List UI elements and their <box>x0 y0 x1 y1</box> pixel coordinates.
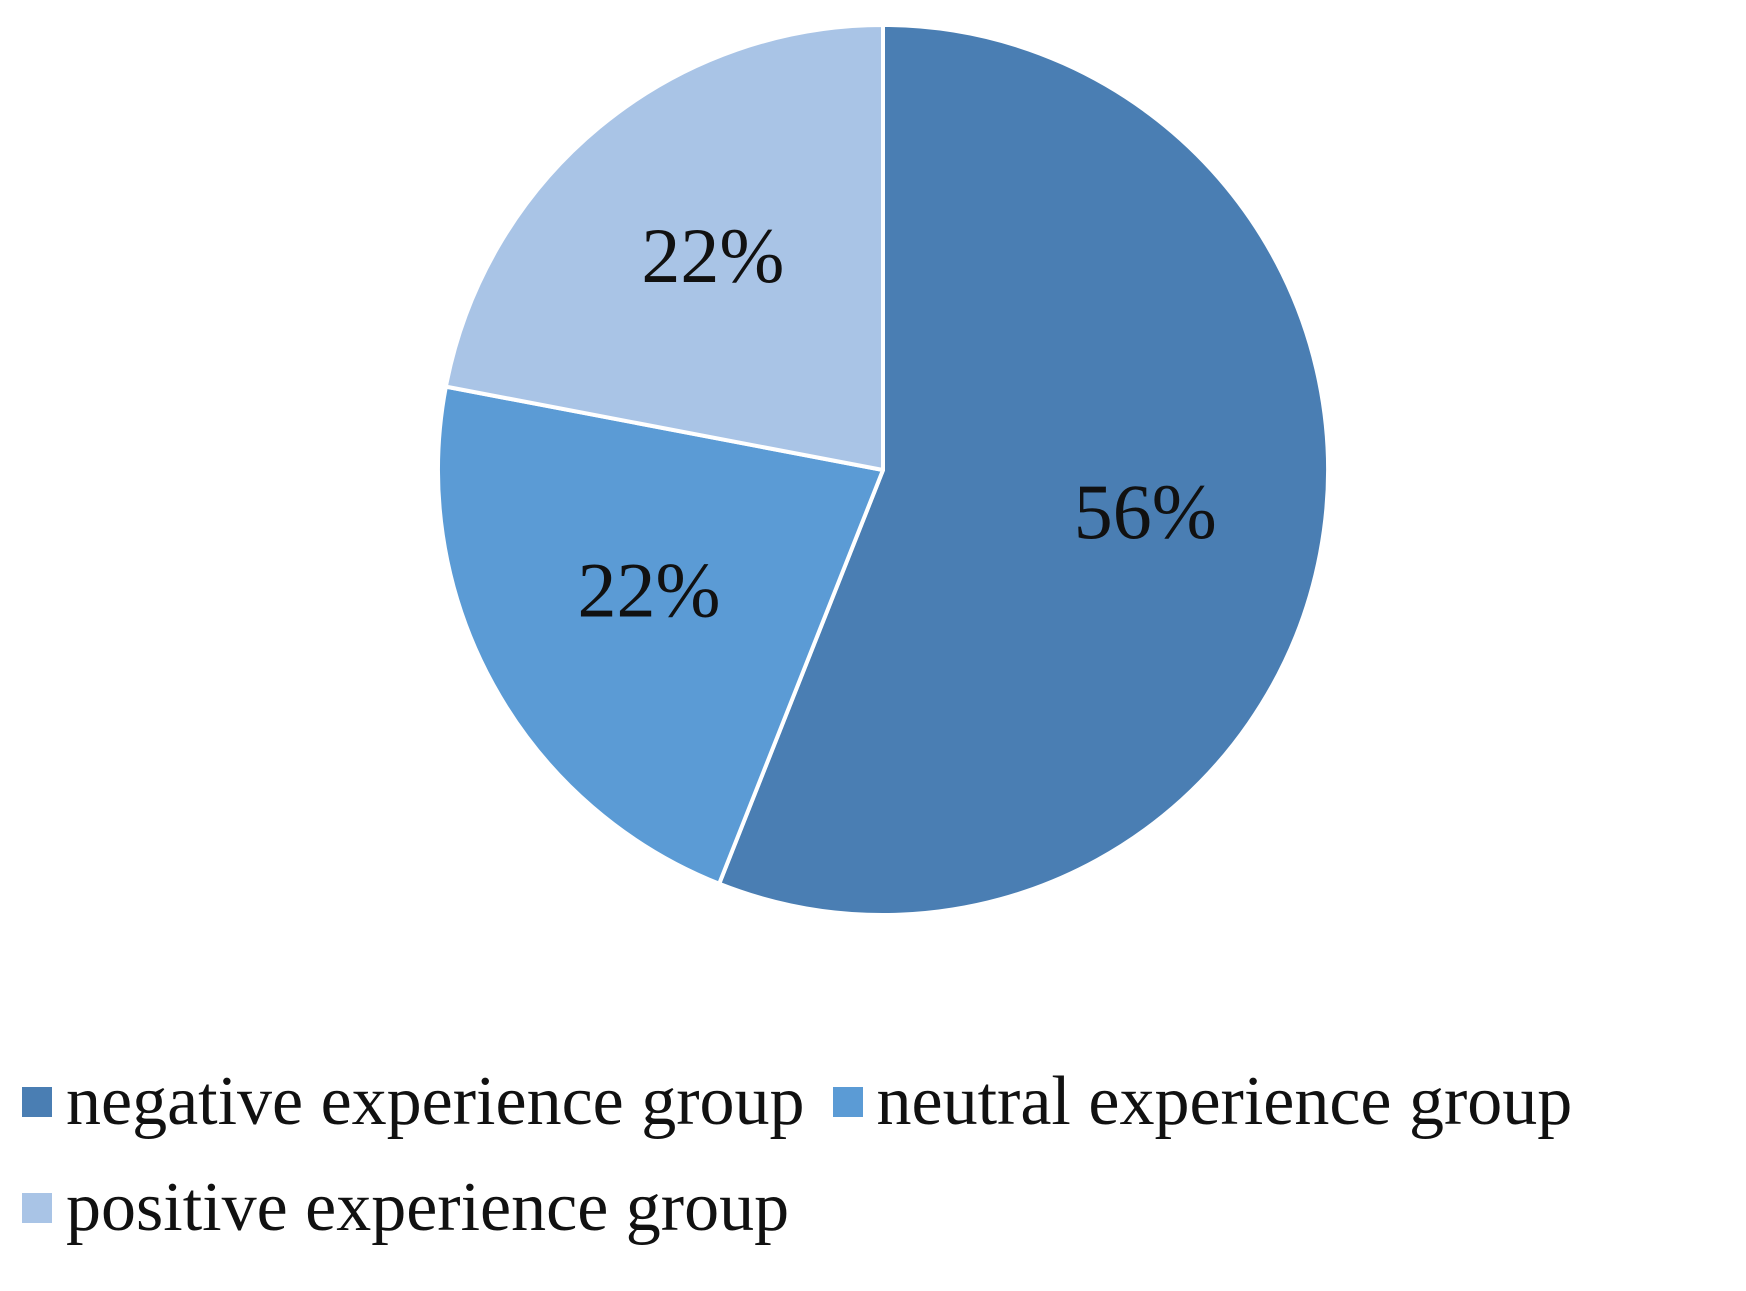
legend-label-neutral: neutral experience group <box>876 1063 1573 1140</box>
legend-label-negative: negative experience group <box>66 1063 805 1140</box>
legend-label-positive: positive experience group <box>66 1169 790 1246</box>
legend-swatch-negative <box>22 1087 52 1117</box>
legend-swatch-positive <box>22 1193 52 1223</box>
legend-swatch-neutral <box>832 1087 863 1117</box>
data-label-negative: 56% <box>1074 468 1217 555</box>
legend-item-neutral[interactable]: neutral experience group <box>832 1060 1573 1144</box>
pie-slice-neutral[interactable] <box>436 384 885 886</box>
pie-chart: 56% 22% 22% <box>436 23 1330 917</box>
legend-item-negative[interactable]: negative experience group <box>22 1060 805 1144</box>
data-label-positive: 22% <box>641 212 784 299</box>
data-label-neutral: 22% <box>578 547 721 634</box>
legend-item-positive[interactable]: positive experience group <box>22 1166 789 1250</box>
pie-slice-negative[interactable] <box>717 23 1330 917</box>
chart-legend: negative experience group neutral experi… <box>22 1060 1742 1250</box>
pie-slice-positive[interactable] <box>443 23 885 472</box>
pie-data-labels: 56% 22% 22% <box>578 212 1217 633</box>
pie-slices <box>436 23 1330 917</box>
